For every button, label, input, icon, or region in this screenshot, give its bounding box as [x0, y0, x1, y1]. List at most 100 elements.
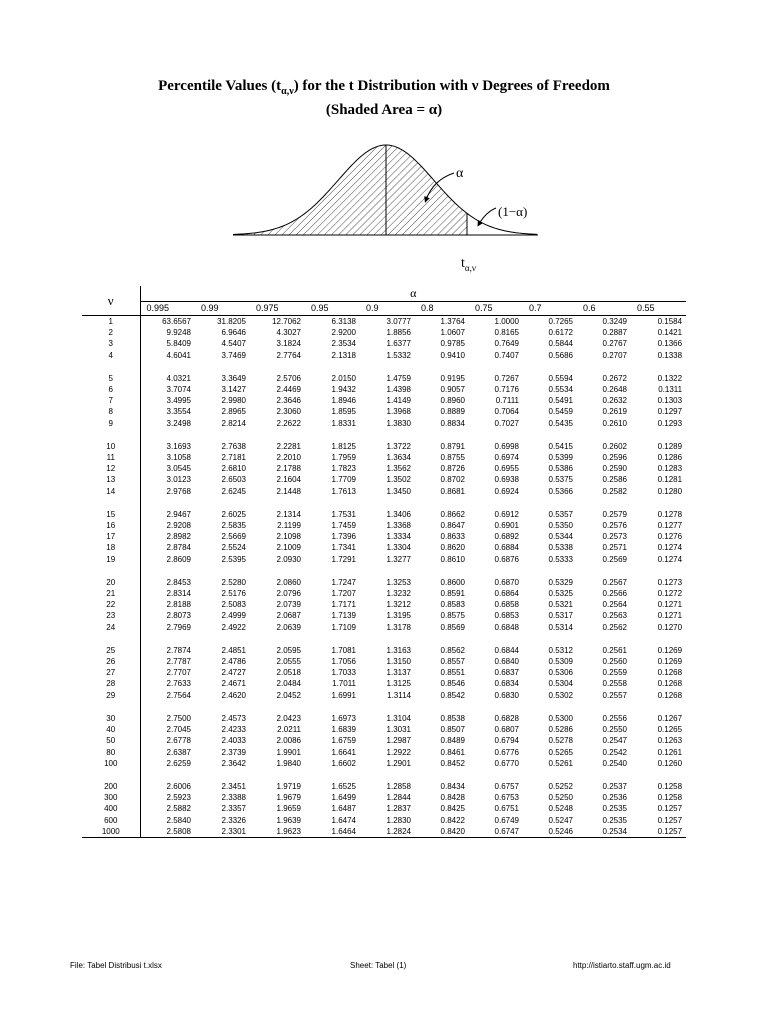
value-cell: 0.1281	[657, 475, 683, 485]
value-cell: 2.7181	[221, 453, 246, 463]
value-cell: 2.9208	[166, 521, 191, 531]
value-cell: 0.8551	[440, 668, 465, 678]
table-row: 8 3.3554 2.8965 2.3060 1.8595 1.3968 0.8889 0.7…	[82, 406, 686, 418]
value-cell: 2.7500	[166, 713, 191, 723]
value-cell: 0.2534	[577, 825, 631, 838]
table-row: 50 2.6778 2.4033 2.0086 1.6759 1.2987 0.8489 0.…	[82, 735, 686, 747]
value-cell: 0.5302	[548, 690, 573, 700]
value-cell: 1.9623	[250, 825, 305, 838]
table-row: 7 3.4995 2.9980 2.3646 1.8946 1.4149 0.8960 0.7…	[82, 395, 686, 407]
value-cell: 2.0150	[331, 373, 356, 383]
value-cell: 1.3137	[386, 668, 411, 678]
value-cell: 0.6901	[494, 521, 519, 531]
value-cell: 0.7407	[494, 350, 519, 360]
value-cell: 0.8755	[440, 453, 465, 463]
table-row: 9 3.2498 2.8214 2.2622 1.8331 1.3830 0.8834 0.7…	[82, 417, 686, 429]
value-cell: 0.8507	[440, 725, 465, 735]
dof-cell: 400	[82, 803, 141, 815]
value-cell: 1.7613	[331, 486, 356, 496]
value-cell: 0.8538	[440, 713, 465, 723]
value-cell: 0.5314	[548, 622, 573, 632]
value-cell: 3.1058	[166, 453, 191, 463]
value-cell: 0.2556	[602, 713, 627, 723]
value-cell: 0.7111	[495, 396, 519, 406]
value-cell: 1.6464	[305, 825, 360, 838]
value-cell: 0.6757	[494, 781, 519, 791]
value-cell: 0.6974	[494, 453, 519, 463]
value-cell: 0.8600	[440, 577, 465, 587]
value-cell: 1.9639	[276, 815, 301, 825]
value-cell: 1.3450	[386, 486, 411, 496]
value-cell: 0.5534	[548, 385, 573, 395]
value-cell: 2.5706	[276, 373, 301, 383]
value-cell: 0.2707	[602, 350, 627, 360]
value-cell: 0.1272	[657, 589, 683, 599]
table-row: 80 2.6387 2.3739 1.9901 1.6641 1.2922 0.8461 0.…	[82, 746, 686, 758]
value-cell: 2.3642	[221, 758, 246, 768]
value-cell: 0.1297	[657, 407, 683, 417]
value-cell: 2.5882	[166, 804, 191, 814]
value-cell: 1.7056	[331, 657, 356, 667]
table-row: 6 3.7074 3.1427 2.4469 1.9432 1.4398 0.9057 0.7…	[82, 384, 686, 396]
value-cell: 1.3277	[386, 554, 411, 564]
value-cell: 2.0555	[276, 657, 301, 667]
value-cell: 0.1276	[657, 532, 683, 542]
value-cell: 1.2858	[386, 781, 411, 791]
t-alpha-nu-label: tα,ν	[461, 256, 476, 273]
value-cell: 0.5265	[548, 747, 573, 757]
dof-cell: 21	[82, 588, 141, 600]
value-cell: 2.6006	[166, 781, 191, 791]
value-cell: 2.3739	[221, 747, 246, 757]
value-cell: 0.1268	[657, 690, 683, 700]
value-cell: 0.3249	[602, 317, 627, 326]
column-header: 0.7	[523, 301, 577, 316]
value-cell: 2.7045	[166, 725, 191, 735]
one-minus-alpha-label: (1−α)	[498, 204, 527, 219]
column-header: 0.8	[415, 301, 469, 316]
value-cell: 0.7176	[494, 385, 519, 395]
value-cell: 2.0796	[276, 589, 301, 599]
table-row: 200 2.6006 2.3451 1.9719 1.6525 1.2858 0.8434 0…	[82, 780, 686, 793]
table-row: 24 2.7969 2.4922 2.0639 1.7109 1.3178 0.8569 0.…	[82, 621, 686, 633]
value-cell: 1.3502	[386, 475, 411, 485]
value-cell: 0.2537	[602, 781, 627, 791]
value-cell: 2.5280	[221, 577, 246, 587]
value-cell: 1.3178	[386, 622, 411, 632]
alpha-header: α	[140, 286, 687, 302]
value-cell: 0.2596	[602, 453, 627, 463]
value-cell: 1.3031	[386, 725, 411, 735]
value-cell: 1.6474	[331, 815, 356, 825]
value-cell: 0.5594	[548, 373, 573, 383]
table-row: 4 4.6041 3.7469 2.7764 2.1318 1.5332 0.9410 0.7…	[82, 349, 686, 361]
value-cell: 3.0545	[166, 464, 191, 474]
dof-cell: 10	[82, 440, 141, 453]
value-cell: 0.1263	[657, 736, 683, 746]
value-cell: 2.5176	[221, 589, 246, 599]
value-cell: 1.3764	[440, 317, 465, 326]
value-cell: 2.7874	[166, 645, 191, 655]
dof-cell: 40	[82, 724, 141, 736]
value-cell: 0.5844	[548, 339, 573, 349]
table-row: 29 2.7564 2.4620 2.0452 1.6991 1.3114 0.8542 0.…	[82, 689, 686, 701]
value-cell: 1.7033	[331, 668, 356, 678]
value-cell: 0.6770	[494, 758, 519, 768]
value-cell: 0.8702	[440, 475, 465, 485]
value-cell: 0.8546	[440, 679, 465, 689]
bell-curve	[232, 144, 538, 235]
value-cell: 0.5329	[548, 577, 573, 587]
value-cell: 0.5247	[548, 815, 573, 825]
dof-cell: 4	[82, 349, 141, 361]
dof-cell: 15	[82, 508, 141, 521]
value-cell: 1.2824	[360, 825, 415, 838]
value-cell: 0.5321	[548, 600, 573, 610]
value-cell: 0.6876	[494, 554, 519, 564]
value-cell: 2.2622	[276, 418, 301, 428]
group-spacer	[82, 700, 686, 713]
value-cell: 2.9467	[166, 509, 191, 519]
value-cell: 2.7764	[276, 350, 301, 360]
value-cell: 1.4149	[386, 396, 411, 406]
value-cell: 0.8165	[494, 328, 519, 338]
value-cell: 2.3646	[276, 396, 301, 406]
value-cell: 0.2569	[602, 554, 627, 564]
value-cell: 2.1318	[331, 350, 356, 360]
